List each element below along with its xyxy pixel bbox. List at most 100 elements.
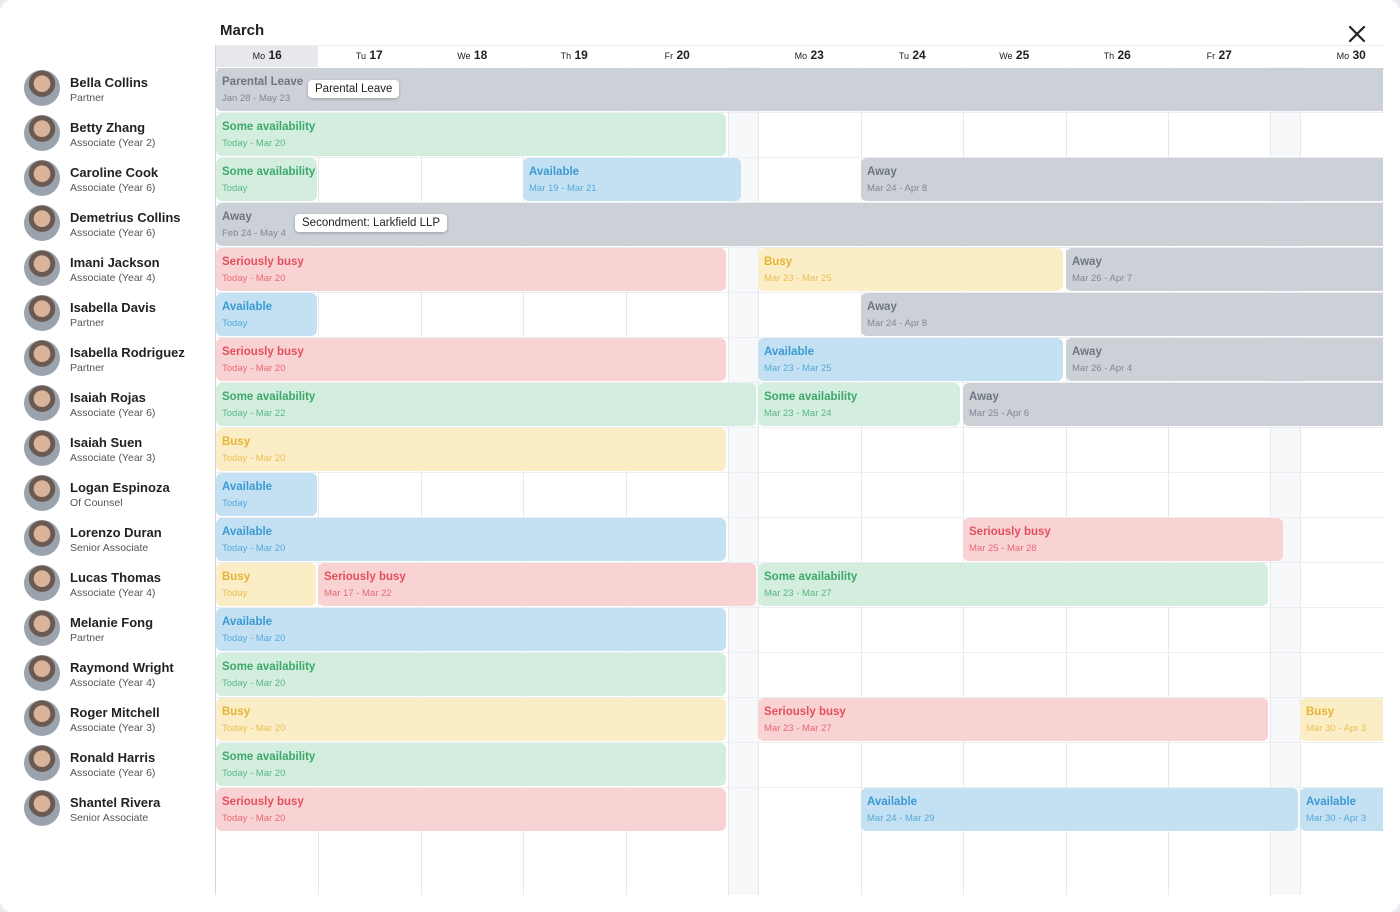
booking-bar[interactable]: Away Mar 25 - Apr 6 — [963, 383, 1383, 426]
booking-status: Seriously busy — [222, 346, 304, 358]
booking-bar[interactable]: Some availability Today - Mar 22 — [216, 383, 756, 426]
grid-line — [1300, 67, 1301, 895]
booking-bar[interactable]: Available Mar 23 - Mar 25 — [758, 338, 1063, 381]
row-line — [216, 562, 1384, 563]
booking-bar[interactable]: Available Today - Mar 20 — [216, 518, 726, 561]
row-line — [216, 607, 1384, 608]
row-line — [216, 337, 1384, 338]
day-header: Th 26 — [1087, 48, 1147, 62]
booking-bar[interactable]: Seriously busy Today - Mar 20 — [216, 788, 726, 831]
booking-bar[interactable]: Seriously busy Mar 23 - Mar 27 — [758, 698, 1268, 741]
booking-dates: Today — [222, 318, 248, 329]
booking-bar[interactable]: Some availability Mar 23 - Mar 27 — [758, 563, 1268, 606]
booking-bar[interactable]: Busy Today — [216, 563, 316, 606]
booking-status: Some availability — [764, 571, 858, 583]
booking-bar[interactable]: Parental Leave Jan 28 - May 23 — [216, 68, 1383, 111]
row-line — [216, 382, 1384, 383]
booking-bar[interactable]: Busy Today - Mar 20 — [216, 698, 726, 741]
booking-bar[interactable]: Some availability Today - Mar 20 — [216, 113, 726, 156]
booking-dates: Mar 23 - Mar 27 — [764, 588, 832, 599]
day-header: Fr 20 — [647, 48, 707, 62]
day-of-week: We — [457, 51, 471, 61]
booking-bar[interactable]: Busy Mar 30 - Apr 3 — [1300, 698, 1383, 741]
booking-dates: Mar 24 - Mar 29 — [867, 813, 935, 824]
day-of-week: Fr — [1206, 51, 1216, 61]
grid-line — [318, 67, 319, 895]
booking-bar[interactable]: Available Today — [216, 293, 317, 336]
person-role: Associate (Year 6) — [70, 227, 156, 239]
booking-bar[interactable]: Seriously busy Today - Mar 20 — [216, 248, 726, 291]
day-header: We 18 — [442, 48, 502, 62]
person-name: Logan Espinoza — [70, 480, 170, 495]
booking-dates: Mar 24 - Apr 8 — [867, 183, 928, 194]
day-of-week: Fr — [664, 51, 674, 61]
row-line — [216, 472, 1384, 473]
booking-dates: Mar 17 - Mar 22 — [324, 588, 392, 599]
booking-dates: Mar 23 - Mar 25 — [764, 273, 832, 284]
row-line — [216, 427, 1384, 428]
person-role: Partner — [70, 317, 105, 329]
person-role: Associate (Year 4) — [70, 587, 156, 599]
grid-line — [1270, 67, 1271, 895]
person-name: Isaiah Suen — [70, 435, 143, 450]
booking-bar[interactable]: Away Mar 26 - Apr 4 — [1066, 338, 1383, 381]
grid-line — [523, 67, 524, 895]
booking-bar[interactable]: Seriously busy Mar 17 - Mar 22 — [318, 563, 756, 606]
booking-dates: Mar 19 - Mar 21 — [529, 183, 597, 194]
booking-dates: Today - Mar 20 — [222, 273, 286, 284]
person-role: Partner — [70, 92, 105, 104]
avatar — [24, 340, 60, 376]
day-of-week: Mo — [252, 51, 266, 61]
day-number: 27 — [1218, 48, 1232, 62]
person-name: Imani Jackson — [70, 255, 160, 270]
booking-bar[interactable]: Away Mar 24 - Apr 8 — [861, 293, 1383, 336]
day-number: 24 — [912, 48, 926, 62]
day-of-week: We — [999, 51, 1013, 61]
row-line — [216, 517, 1384, 518]
booking-dates: Today — [222, 588, 248, 599]
person-name: Caroline Cook — [70, 165, 159, 180]
booking-bar[interactable]: Available Mar 30 - Apr 3 — [1300, 788, 1383, 831]
booking-status: Busy — [1306, 706, 1335, 718]
booking-bar[interactable]: Seriously busy Mar 25 - Mar 28 — [963, 518, 1283, 561]
booking-bar[interactable]: Busy Today - Mar 20 — [216, 428, 726, 471]
row-line — [216, 742, 1384, 743]
booking-dates: Mar 23 - Mar 27 — [764, 723, 832, 734]
booking-dates: Feb 24 - May 4 — [222, 228, 286, 239]
booking-dates: Today - Mar 20 — [222, 723, 286, 734]
booking-bar[interactable]: Available Today - Mar 20 — [216, 608, 726, 651]
booking-dates: Jan 28 - May 23 — [222, 93, 291, 104]
day-number: 20 — [676, 48, 690, 62]
grid-line — [626, 67, 627, 895]
booking-status: Away — [222, 211, 252, 223]
day-header: Mo 16 — [237, 48, 297, 62]
booking-bar[interactable]: Away Mar 24 - Apr 8 — [861, 158, 1383, 201]
booking-bar[interactable]: Available Mar 19 - Mar 21 — [523, 158, 741, 201]
booking-dates: Today — [222, 498, 248, 509]
close-button[interactable] — [1347, 24, 1367, 44]
booking-bar[interactable]: Available Today — [216, 473, 317, 516]
person-name: Isaiah Rojas — [70, 390, 146, 405]
booking-bar[interactable]: Away Mar 26 - Apr 7 — [1066, 248, 1383, 291]
booking-bar[interactable]: Some availability Mar 23 - Mar 24 — [758, 383, 960, 426]
booking-bar[interactable]: Some availability Today - Mar 20 — [216, 743, 726, 786]
avatar — [24, 745, 60, 781]
day-of-week: Mo — [1336, 51, 1350, 61]
person-name: Lucas Thomas — [70, 570, 162, 585]
booking-bar[interactable]: Some availability Today — [216, 158, 317, 201]
booking-bar[interactable]: Some availability Today - Mar 20 — [216, 653, 726, 696]
booking-status: Available — [867, 796, 918, 808]
day-header: Tu 24 — [882, 48, 942, 62]
person-role: Associate (Year 4) — [70, 272, 156, 284]
day-number: 25 — [1015, 48, 1030, 62]
row-line — [216, 292, 1384, 293]
booking-bar[interactable]: Seriously busy Today - Mar 20 — [216, 338, 726, 381]
booking-bar[interactable]: Busy Mar 23 - Mar 25 — [758, 248, 1063, 291]
row-line — [216, 157, 1384, 158]
avatar — [24, 655, 60, 691]
grid-line — [963, 67, 964, 895]
booking-dates: Mar 23 - Mar 24 — [764, 408, 832, 419]
booking-bar[interactable]: Available Mar 24 - Mar 29 — [861, 788, 1298, 831]
day-header: Tu 17 — [339, 48, 399, 62]
